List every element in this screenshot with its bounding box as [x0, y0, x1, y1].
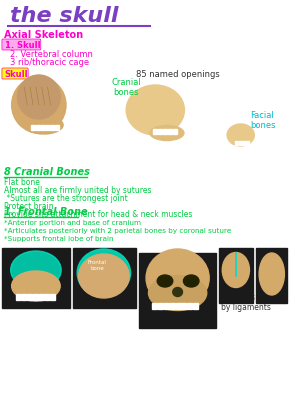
Ellipse shape: [77, 249, 130, 297]
Text: Suture is treated
by ligaments: Suture is treated by ligaments: [221, 293, 286, 312]
Bar: [163, 129, 167, 134]
Text: Frontal
bone: Frontal bone: [88, 260, 106, 271]
Text: the skull: the skull: [10, 6, 118, 26]
Text: Protect brain: Protect brain: [4, 202, 53, 211]
Bar: [27, 294, 32, 300]
Text: Cranial
bones: Cranial bones: [111, 78, 141, 97]
Text: *Articulates posteriorly with 2 parietal bones by coronal suture: *Articulates posteriorly with 2 parietal…: [4, 228, 231, 234]
Bar: [182, 303, 186, 309]
Bar: [73, 248, 136, 308]
Ellipse shape: [24, 116, 63, 134]
Text: Provide sits attachment for head & neck muscles: Provide sits attachment for head & neck …: [4, 210, 192, 219]
Bar: [243, 141, 246, 145]
Text: *Anterior portion and base of cranium: *Anterior portion and base of cranium: [4, 220, 141, 226]
Ellipse shape: [222, 253, 249, 288]
Text: Skull: Skull: [5, 70, 28, 79]
Circle shape: [17, 75, 60, 119]
Bar: [152, 303, 157, 309]
Text: 8 Cranial Bones: 8 Cranial Bones: [4, 167, 90, 177]
FancyBboxPatch shape: [2, 68, 28, 79]
Bar: [168, 129, 172, 134]
Text: 1. Frontal Bone: 1. Frontal Bone: [4, 207, 88, 217]
Bar: [33, 294, 38, 300]
Text: 85 named openings: 85 named openings: [136, 70, 220, 79]
Bar: [153, 129, 157, 134]
Text: 2. Vertebral column: 2. Vertebral column: [10, 50, 93, 59]
Text: Almost all are firmly united by sutures: Almost all are firmly united by sutures: [4, 186, 152, 195]
Ellipse shape: [11, 251, 61, 289]
Bar: [239, 141, 242, 145]
Bar: [46, 125, 50, 130]
Bar: [41, 125, 45, 130]
Bar: [50, 125, 54, 130]
Bar: [39, 294, 44, 300]
Bar: [256, 248, 287, 303]
Bar: [164, 303, 169, 309]
Bar: [2, 248, 70, 308]
Bar: [55, 125, 59, 130]
Ellipse shape: [183, 275, 199, 287]
Circle shape: [12, 77, 66, 133]
FancyBboxPatch shape: [2, 39, 41, 50]
Bar: [158, 129, 162, 134]
Bar: [235, 141, 238, 145]
Bar: [187, 303, 192, 309]
Text: Axial Skeleton: Axial Skeleton: [4, 30, 83, 40]
Bar: [193, 303, 198, 309]
Bar: [31, 125, 35, 130]
Text: Flat bone: Flat bone: [4, 178, 40, 187]
Ellipse shape: [126, 85, 184, 135]
Text: *Supports frontal lobe of brain: *Supports frontal lobe of brain: [4, 236, 113, 242]
Text: *Sutures are the strongest joint: *Sutures are the strongest joint: [4, 194, 128, 203]
Text: Facial
bones: Facial bones: [250, 111, 276, 130]
Bar: [219, 248, 253, 303]
Bar: [158, 303, 163, 309]
Bar: [139, 253, 216, 328]
Bar: [50, 294, 55, 300]
Bar: [21, 294, 26, 300]
Ellipse shape: [148, 275, 207, 310]
Ellipse shape: [227, 124, 254, 146]
Ellipse shape: [173, 288, 182, 297]
Bar: [247, 141, 249, 145]
Bar: [170, 303, 175, 309]
Bar: [176, 303, 181, 309]
Bar: [36, 125, 40, 130]
Ellipse shape: [259, 253, 284, 295]
Bar: [45, 294, 50, 300]
Bar: [173, 129, 177, 134]
Ellipse shape: [79, 254, 129, 298]
Text: 1. Skull: 1. Skull: [5, 41, 40, 50]
Ellipse shape: [146, 249, 209, 307]
Text: 3 rib/thoracic cage: 3 rib/thoracic cage: [10, 58, 89, 67]
Ellipse shape: [150, 126, 184, 141]
Ellipse shape: [12, 271, 60, 301]
Bar: [16, 294, 20, 300]
Ellipse shape: [157, 275, 173, 287]
